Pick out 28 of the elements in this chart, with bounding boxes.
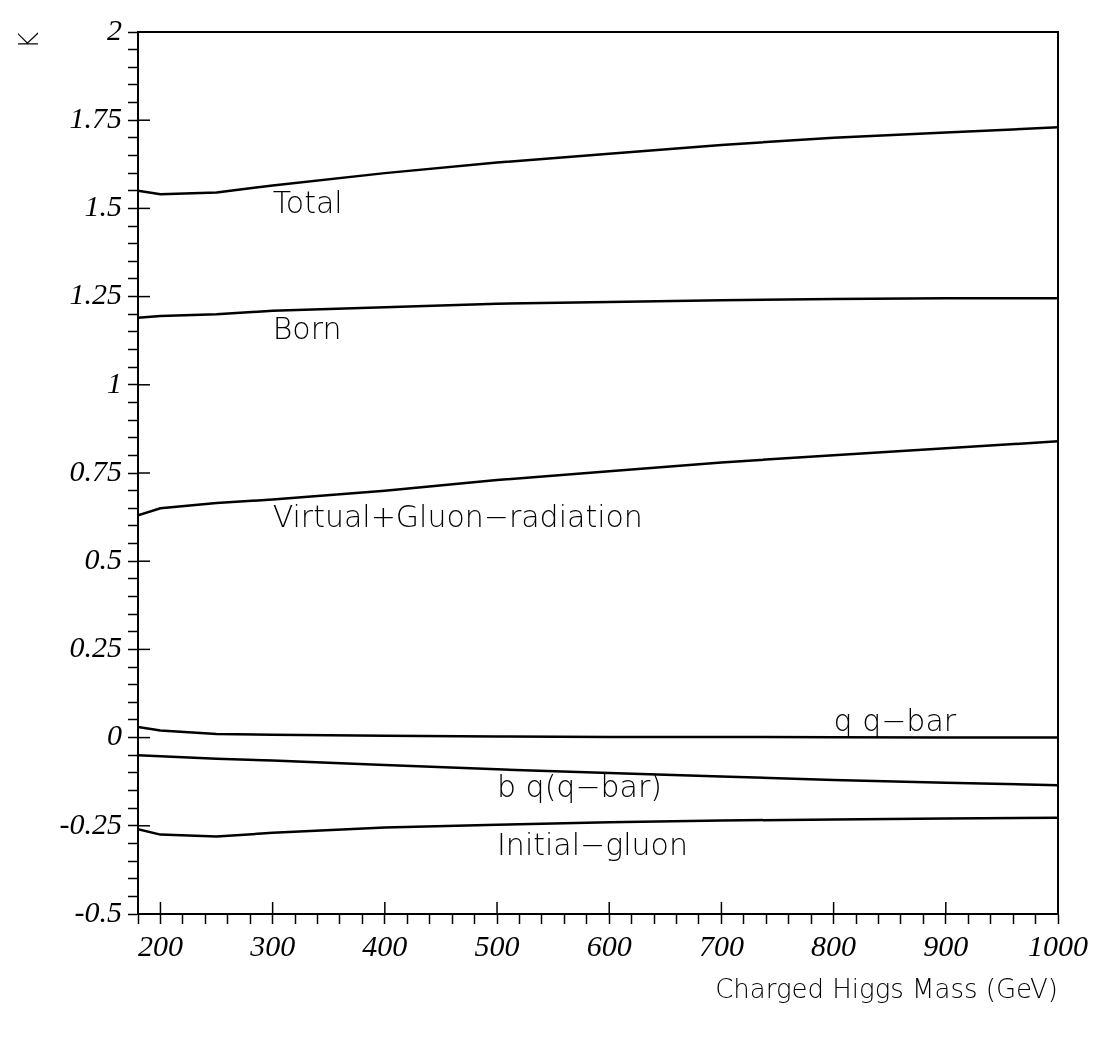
x-tick-label: 300	[249, 928, 296, 962]
series-label: b q(q−bar)	[497, 769, 663, 805]
x-tick-label: 800	[811, 928, 857, 962]
x-tick-label: 500	[474, 928, 520, 962]
y-tick-label: 0.75	[69, 453, 122, 487]
y-tick-label: 0	[107, 718, 122, 752]
y-tick-label: 2	[107, 12, 122, 46]
y-tick-label: -0.25	[59, 806, 122, 840]
series-label: Total	[272, 185, 343, 221]
y-tick-label: 1	[107, 365, 122, 399]
x-tick-label: 1000	[1028, 928, 1088, 962]
y-tick-label: 1.25	[69, 277, 122, 311]
x-tick-label: 200	[137, 928, 183, 962]
y-axis-title: K	[14, 32, 44, 50]
series-label: Initial−gluon	[497, 826, 688, 862]
y-tick-label: 1.75	[69, 101, 122, 135]
series-label: Born	[272, 310, 342, 346]
x-tick-label: 400	[362, 928, 408, 962]
x-tick-label: 700	[698, 928, 744, 962]
x-axis-title: Charged Higgs Mass (GeV)	[715, 974, 1058, 1004]
series-label: Virtual+Gluon−radiation	[272, 499, 643, 535]
x-tick-label: 900	[923, 928, 969, 962]
x-tick-label: 600	[586, 928, 632, 962]
y-tick-label: 0.25	[69, 630, 122, 664]
y-tick-label: 1.5	[84, 189, 122, 223]
series-label: q q−bar	[833, 703, 957, 739]
y-tick-label: 0.5	[84, 542, 122, 576]
y-tick-label: -0.5	[74, 894, 122, 928]
